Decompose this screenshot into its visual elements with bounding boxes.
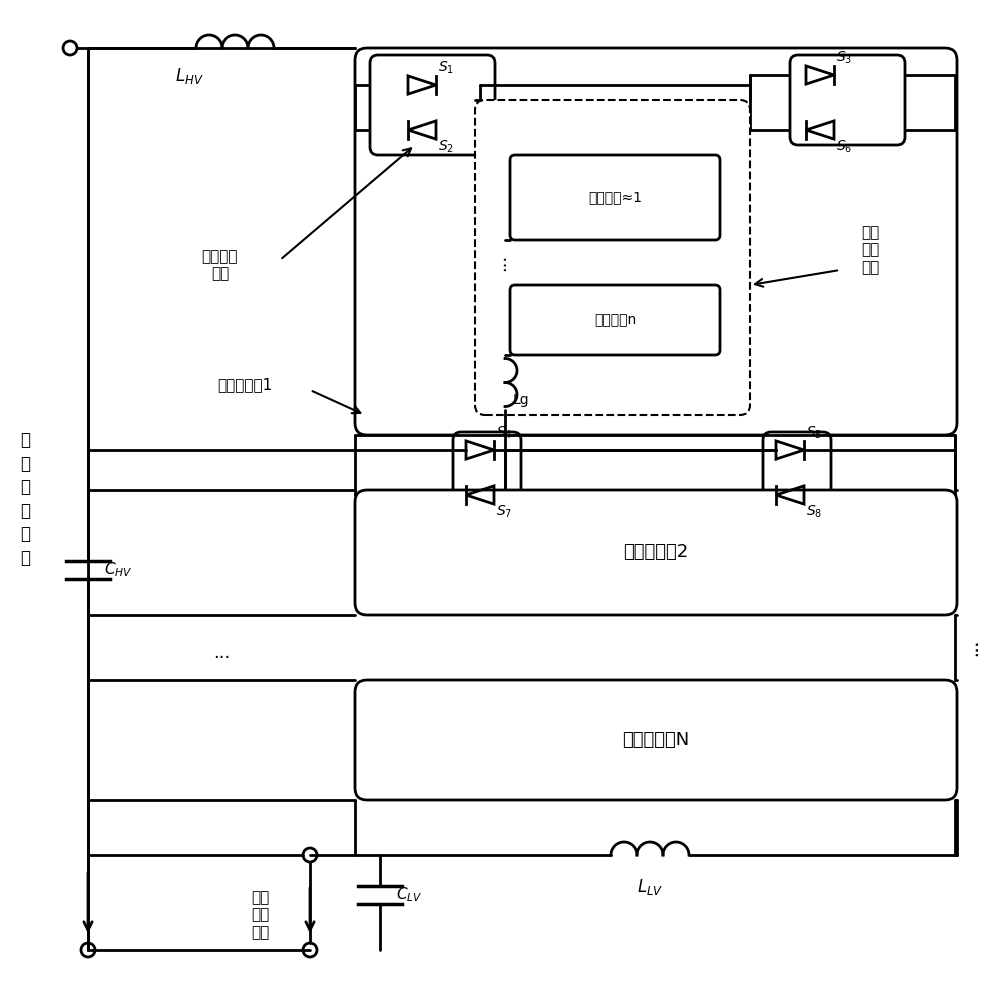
Text: $L_{HV}$: $L_{HV}$	[175, 66, 204, 86]
FancyBboxPatch shape	[763, 432, 831, 510]
FancyBboxPatch shape	[355, 680, 957, 800]
Text: ···: ···	[496, 254, 514, 271]
FancyBboxPatch shape	[370, 55, 495, 155]
Text: 半桥
模块
阀组: 半桥 模块 阀组	[861, 225, 879, 275]
FancyBboxPatch shape	[790, 55, 905, 145]
Text: $S_8$: $S_8$	[806, 504, 822, 520]
FancyBboxPatch shape	[510, 155, 720, 240]
Text: $S_7$: $S_7$	[496, 504, 512, 520]
Text: $S_5$: $S_5$	[806, 425, 822, 441]
Text: Lg: Lg	[513, 393, 530, 407]
Text: ···: ···	[968, 639, 986, 656]
FancyBboxPatch shape	[355, 48, 957, 435]
Text: 高
压
直
流
端
口: 高 压 直 流 端 口	[20, 431, 30, 567]
Text: $S_2$: $S_2$	[438, 139, 454, 155]
FancyBboxPatch shape	[453, 432, 521, 510]
Text: $C_{LV}$: $C_{LV}$	[396, 886, 422, 904]
Text: 低压
直流
端口: 低压 直流 端口	[251, 890, 269, 940]
Text: 半桥模块≈1: 半桥模块≈1	[588, 191, 642, 204]
Text: 高压侧晶
闸管: 高压侧晶 闸管	[202, 249, 238, 281]
Text: $C_{HV}$: $C_{HV}$	[104, 560, 133, 579]
Text: ···: ···	[213, 649, 230, 666]
FancyBboxPatch shape	[510, 285, 720, 355]
Text: $S_1$: $S_1$	[438, 60, 454, 76]
Text: $L_{LV}$: $L_{LV}$	[637, 877, 663, 897]
Text: 功率模块组2: 功率模块组2	[623, 544, 689, 561]
Text: 半桥模块n: 半桥模块n	[594, 313, 636, 327]
Text: $S_3$: $S_3$	[836, 49, 852, 66]
Text: 功率模块组1: 功率模块组1	[217, 377, 273, 392]
Text: $S_6$: $S_6$	[836, 139, 852, 155]
FancyBboxPatch shape	[355, 490, 957, 615]
Text: $S_4$: $S_4$	[496, 425, 512, 441]
Text: 功率模块组N: 功率模块组N	[622, 731, 690, 749]
Text: ···: ···	[968, 639, 986, 656]
FancyBboxPatch shape	[475, 100, 750, 415]
